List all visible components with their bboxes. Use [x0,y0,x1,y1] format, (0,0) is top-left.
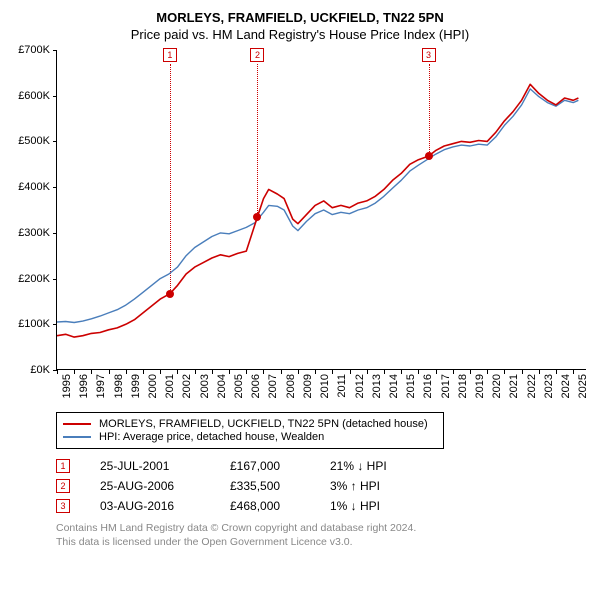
legend-label-subject: MORLEYS, FRAMFIELD, UCKFIELD, TN22 5PN (… [99,418,428,430]
transaction-diff: 21% ↓ HPI [330,459,450,473]
transaction-date: 03-AUG-2016 [100,499,230,513]
x-axis-tick-label: 2010 [319,374,331,398]
x-axis-tick-label: 2008 [285,374,297,398]
x-axis-tick-label: 2015 [405,374,417,398]
x-axis-tick-label: 2018 [457,374,469,398]
chart-title: MORLEYS, FRAMFIELD, UCKFIELD, TN22 5PN [8,10,592,25]
x-axis-tick-label: 2017 [440,374,452,398]
x-axis-tick-label: 2000 [147,374,159,398]
y-axis-tick-label: £700K [18,44,50,56]
x-axis-tick-label: 2004 [216,374,228,398]
x-axis-tick-label: 2009 [302,374,314,398]
x-axis-tick-label: 2025 [577,374,589,398]
y-axis-tick-label: £0K [30,364,50,376]
plot-area: £0K£100K£200K£300K£400K£500K£600K£700K19… [56,50,586,370]
legend-label-hpi: HPI: Average price, detached house, Weal… [99,431,324,443]
x-axis-tick-label: 1996 [78,374,90,398]
legend-item-hpi: HPI: Average price, detached house, Weal… [63,431,437,443]
legend-swatch-hpi [63,436,91,438]
x-axis-tick-label: 1999 [130,374,142,398]
chart-marker-box: 3 [422,48,436,62]
y-axis-tick-label: £300K [18,227,50,239]
transaction-diff: 1% ↓ HPI [330,499,450,513]
chart-marker-box: 2 [250,48,264,62]
transaction-row: 1 25-JUL-2001 £167,000 21% ↓ HPI [56,459,592,473]
footer-attribution: Contains HM Land Registry data © Crown c… [56,521,592,549]
chart-marker-box: 1 [163,48,177,62]
x-axis-tick-label: 2012 [354,374,366,398]
x-axis-tick-label: 2024 [560,374,572,398]
chart-container: MORLEYS, FRAMFIELD, UCKFIELD, TN22 5PN P… [8,10,592,549]
transaction-row: 3 03-AUG-2016 £468,000 1% ↓ HPI [56,499,592,513]
x-axis-tick-label: 1995 [61,374,73,398]
x-axis-tick-label: 2007 [267,374,279,398]
x-axis-tick-label: 1998 [113,374,125,398]
y-axis-tick-label: £200K [18,273,50,285]
x-axis-tick-label: 2006 [250,374,262,398]
y-axis-tick-label: £600K [18,90,50,102]
chart-marker-dot [425,152,433,160]
legend-item-subject: MORLEYS, FRAMFIELD, UCKFIELD, TN22 5PN (… [63,418,437,430]
x-axis-tick-label: 2011 [336,374,348,398]
y-axis-tick-label: £500K [18,135,50,147]
transaction-date: 25-AUG-2006 [100,479,230,493]
x-axis-tick-label: 2016 [422,374,434,398]
transaction-price: £167,000 [230,459,330,473]
legend: MORLEYS, FRAMFIELD, UCKFIELD, TN22 5PN (… [56,412,444,449]
transaction-table: 1 25-JUL-2001 £167,000 21% ↓ HPI 2 25-AU… [56,459,592,513]
transaction-diff: 3% ↑ HPI [330,479,450,493]
transaction-price: £468,000 [230,499,330,513]
footer-line1: Contains HM Land Registry data © Crown c… [56,521,592,535]
chart-marker-dot [166,290,174,298]
y-axis-tick-label: £100K [18,318,50,330]
x-axis-tick-label: 2021 [508,374,520,398]
y-axis-tick-label: £400K [18,181,50,193]
x-axis-tick-label: 2001 [164,374,176,398]
x-axis-tick-label: 2022 [526,374,538,398]
x-axis-tick-label: 2003 [199,374,211,398]
footer-line2: This data is licensed under the Open Gov… [56,535,592,549]
x-axis-tick-label: 2014 [388,374,400,398]
transaction-marker: 2 [56,479,70,493]
transaction-date: 25-JUL-2001 [100,459,230,473]
transaction-marker: 1 [56,459,70,473]
legend-swatch-subject [63,423,91,425]
x-axis-tick-label: 2020 [491,374,503,398]
x-axis-tick-label: 1997 [95,374,107,398]
transaction-row: 2 25-AUG-2006 £335,500 3% ↑ HPI [56,479,592,493]
chart-marker-dot [253,213,261,221]
x-axis-tick-label: 2002 [181,374,193,398]
line-canvas [57,50,587,370]
x-axis-tick-label: 2023 [543,374,555,398]
x-axis-tick-label: 2013 [371,374,383,398]
x-axis-tick-label: 2019 [474,374,486,398]
chart-subtitle: Price paid vs. HM Land Registry's House … [8,27,592,42]
transaction-marker: 3 [56,499,70,513]
x-axis-tick-label: 2005 [233,374,245,398]
transaction-price: £335,500 [230,479,330,493]
